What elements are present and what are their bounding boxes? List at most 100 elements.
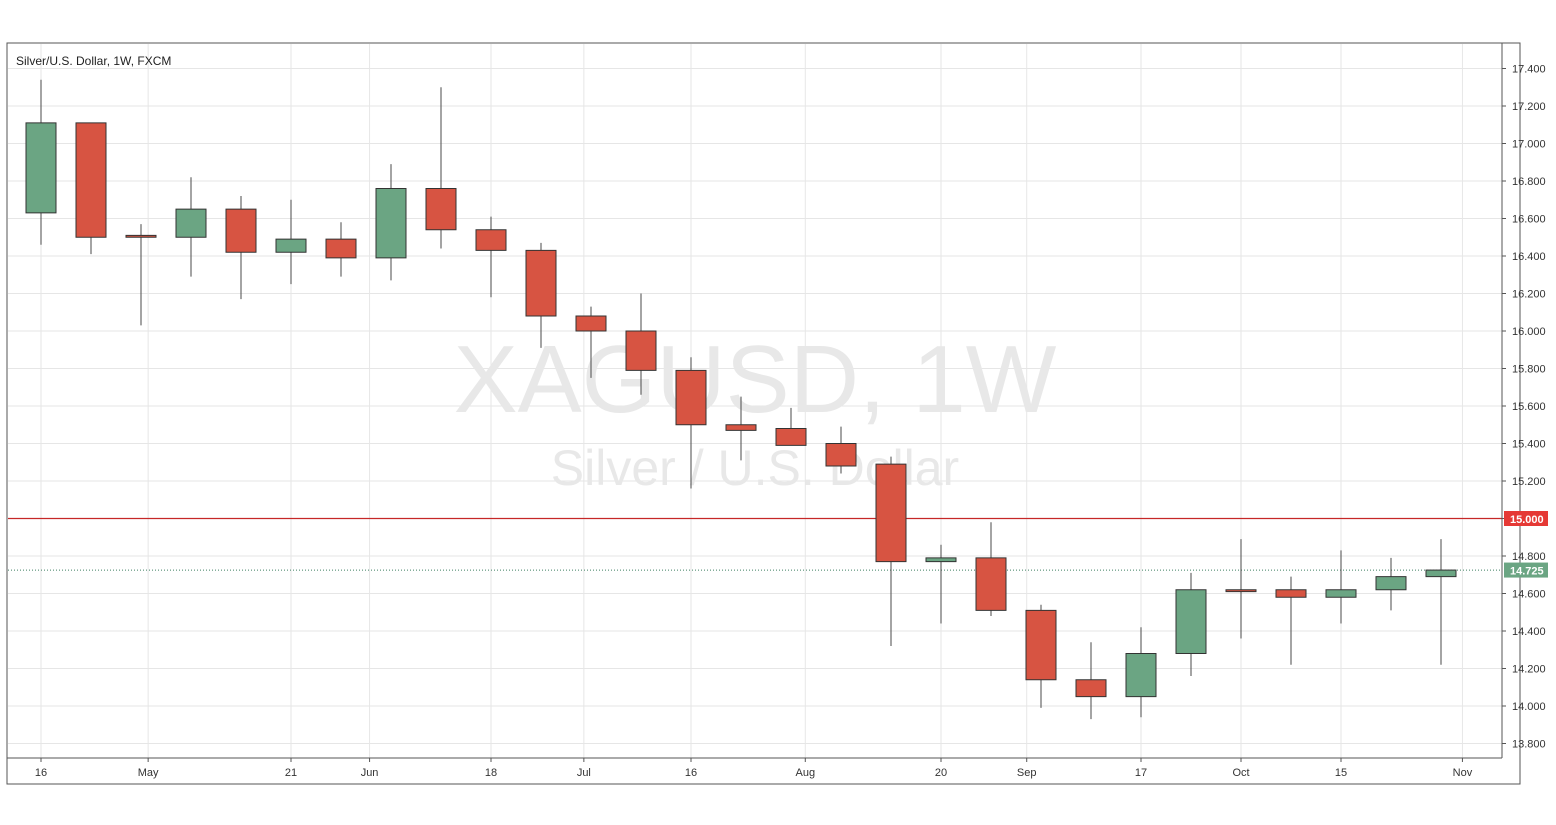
candle[interactable] — [25, 79, 57, 245]
x-tick-label: Nov — [1453, 767, 1473, 779]
y-tick-label: 15.400 — [1512, 439, 1546, 451]
y-tick-label: 17.400 — [1512, 64, 1546, 76]
candle-body-down — [1225, 589, 1257, 593]
y-tick-label: 13.800 — [1512, 739, 1546, 751]
candle[interactable] — [1175, 572, 1207, 676]
x-tick-label: 20 — [935, 767, 947, 779]
y-tick-label: 16.400 — [1512, 251, 1546, 263]
candle-body-down — [875, 463, 907, 563]
candle[interactable] — [925, 544, 957, 624]
candle[interactable] — [225, 196, 257, 300]
candles — [25, 79, 1457, 720]
candle[interactable] — [1425, 539, 1457, 665]
x-tick-label: Sep — [1017, 767, 1037, 779]
x-tick-label: Jul — [577, 767, 591, 779]
candle-body-up — [1175, 589, 1207, 654]
current-price-label: 14.725 — [1510, 566, 1544, 578]
candle[interactable] — [825, 426, 857, 474]
candle-body-down — [975, 557, 1007, 611]
candle[interactable] — [1375, 557, 1407, 611]
candle-body-down — [125, 234, 157, 238]
level-price-label: 15.000 — [1510, 514, 1544, 526]
candle-body-down — [1025, 609, 1057, 681]
candle[interactable] — [1125, 627, 1157, 718]
grid — [8, 44, 1502, 758]
candle[interactable] — [675, 357, 707, 489]
y-tick-label: 16.000 — [1512, 326, 1546, 338]
reference-lines — [8, 517, 1502, 571]
candle[interactable] — [575, 306, 607, 378]
x-tick-label: 15 — [1335, 767, 1347, 779]
time-axis[interactable]: 16 May 21 Jun 18 Jul 16 Aug 20 Sep 17 Oct 15 Nov — [35, 758, 1473, 779]
y-tick-label: 14.000 — [1512, 701, 1546, 713]
candle[interactable] — [175, 177, 207, 277]
symbol-title: Silver/U.S. Dollar, 1W, FXCM — [16, 54, 171, 68]
x-tick-label: 17 — [1135, 767, 1147, 779]
y-tick-label: 14.600 — [1512, 589, 1546, 601]
x-tick-label: Oct — [1232, 767, 1249, 779]
candle-body-down — [775, 428, 807, 446]
y-tick-label: 15.600 — [1512, 401, 1546, 413]
x-tick-label: May — [138, 767, 159, 779]
candle[interactable] — [775, 407, 807, 446]
candle[interactable] — [125, 224, 157, 326]
watermark-symbol: XAGUSD, 1W — [454, 326, 1057, 433]
y-tick-label: 16.200 — [1512, 289, 1546, 301]
candle-body-down — [725, 424, 757, 431]
candle[interactable] — [425, 87, 457, 249]
candle[interactable] — [1325, 550, 1357, 624]
candle-body-down — [525, 249, 557, 317]
candle-body-up — [25, 122, 57, 214]
x-tick-label: Jun — [361, 767, 379, 779]
candle-body-down — [1075, 679, 1107, 698]
x-tick-label: 16 — [685, 767, 697, 779]
candle[interactable] — [475, 216, 507, 298]
candle-body-down — [1275, 589, 1307, 598]
candle[interactable] — [275, 199, 307, 285]
candle-body-up — [175, 208, 207, 238]
price-axis[interactable]: 13.800 14.000 14.200 14.400 14.600 14.800 15.0… — [1502, 64, 1548, 751]
current-price-badge — [1504, 562, 1548, 578]
candle[interactable] — [975, 522, 1007, 616]
candle[interactable] — [375, 164, 407, 281]
watermark: XAGUSD, 1W Silver / U.S. Dollar — [454, 326, 1057, 496]
candle[interactable] — [525, 242, 557, 348]
candle[interactable] — [1025, 604, 1057, 708]
candle-body-up — [375, 188, 407, 259]
candle[interactable] — [325, 222, 357, 277]
candle-body-down — [625, 330, 657, 371]
candle[interactable] — [1075, 642, 1107, 720]
candle-body-down — [425, 188, 457, 231]
candle[interactable] — [75, 122, 107, 255]
candle[interactable] — [1225, 539, 1257, 639]
y-tick-label: 16.800 — [1512, 176, 1546, 188]
plot-frame — [6, 42, 1521, 785]
candle-body-up — [1425, 569, 1457, 578]
y-tick-label: 16.600 — [1512, 214, 1546, 226]
candle-body-up — [1125, 653, 1157, 698]
y-tick-label: 14.400 — [1512, 626, 1546, 638]
candle[interactable] — [875, 456, 907, 646]
candle-body-down — [675, 369, 707, 426]
y-tick-label: 14.200 — [1512, 664, 1546, 676]
candle-body-up — [275, 238, 307, 253]
candle-body-down — [225, 208, 257, 253]
candle-body-down — [475, 229, 507, 251]
candle-body-up — [1375, 576, 1407, 591]
y-tick-label: 17.000 — [1512, 139, 1546, 151]
candle-body-down — [325, 238, 357, 259]
candle[interactable] — [625, 293, 657, 395]
x-tick-label: Aug — [795, 767, 815, 779]
x-tick-label: 21 — [285, 767, 297, 779]
x-tick-label: 18 — [485, 767, 497, 779]
candle[interactable] — [725, 396, 757, 461]
outer-border — [6, 42, 1521, 785]
candle-body-down — [575, 315, 607, 332]
candle-body-up — [925, 557, 957, 563]
y-tick-label: 15.800 — [1512, 364, 1546, 376]
candle[interactable] — [1275, 576, 1307, 665]
level-price-badge — [1504, 511, 1548, 526]
